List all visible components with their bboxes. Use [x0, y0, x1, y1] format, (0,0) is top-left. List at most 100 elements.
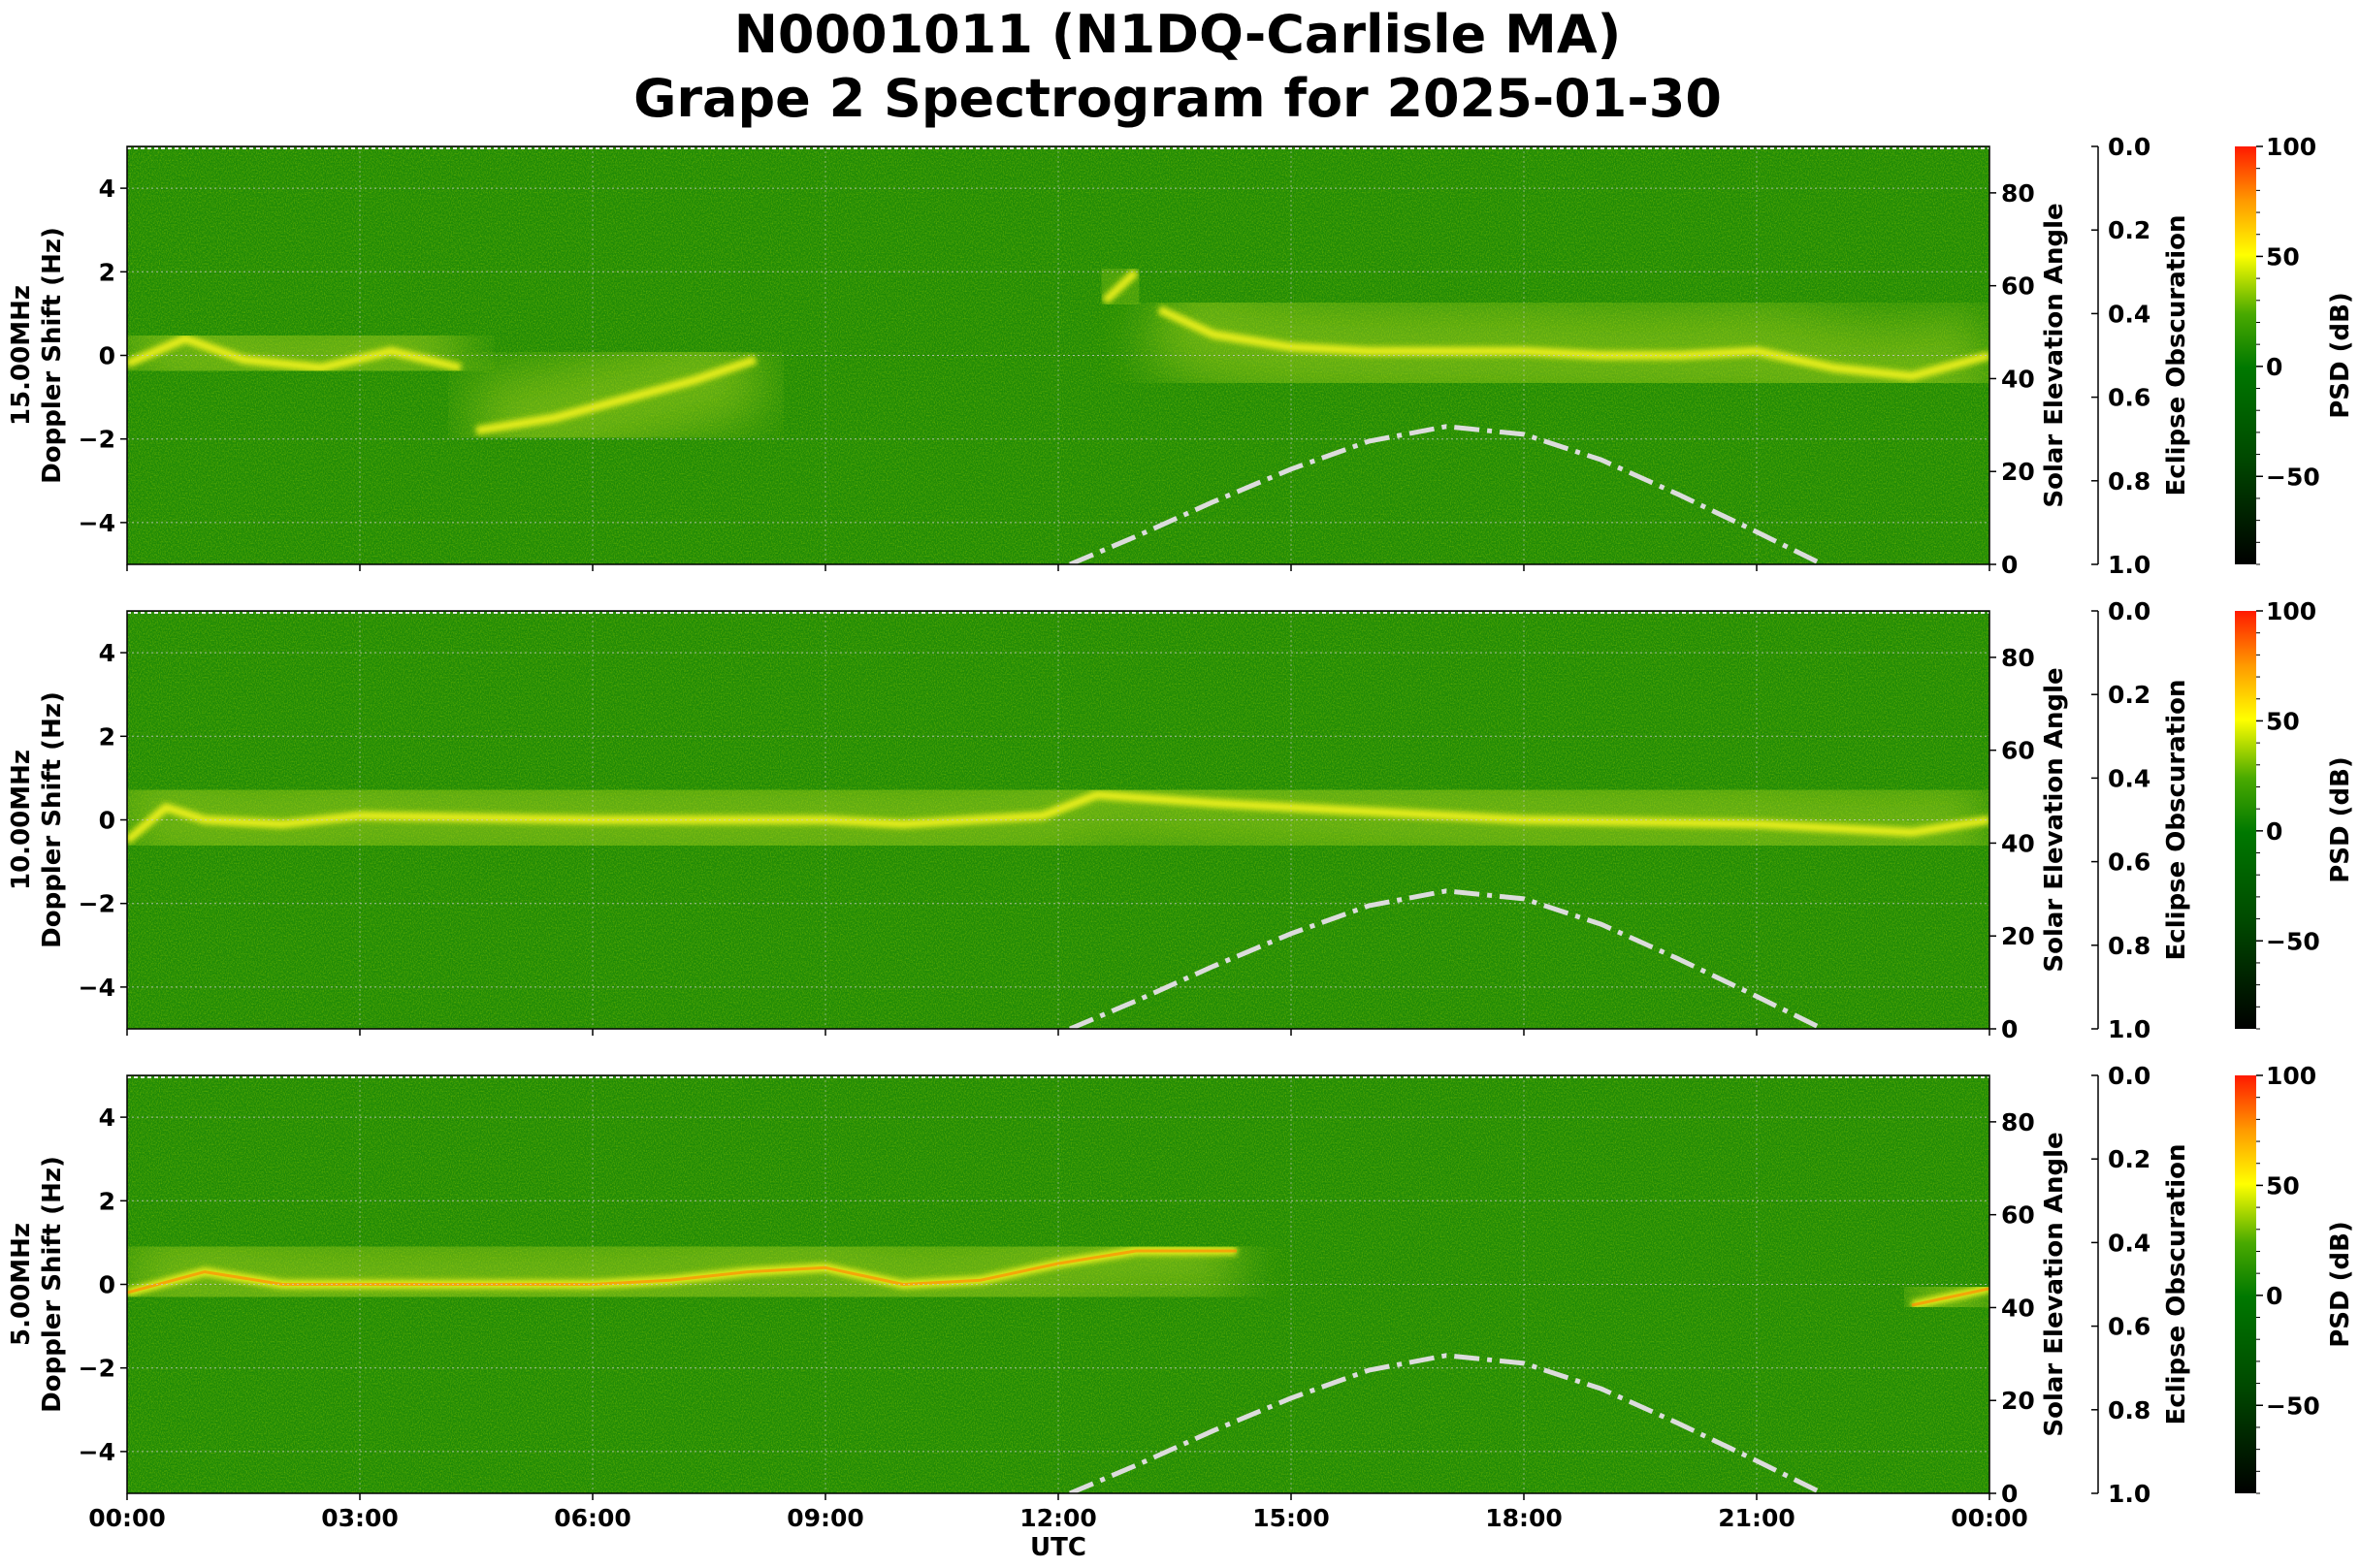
colorbar-tick-label: 50 [2266, 242, 2300, 271]
doppler-trace-peak [1911, 1287, 1989, 1307]
colorbar-tick-label: 0 [2266, 1282, 2282, 1310]
panel-15.00MHz: 420−2−415.00MHz Doppler Shift (Hz)0204060… [7, 133, 2355, 579]
elevation-tick-label: 80 [2001, 644, 2035, 672]
elevation-tick-label: 20 [2001, 458, 2035, 486]
eclipse-tick-label: 0.4 [2108, 1229, 2150, 1257]
y-tick-label: −4 [79, 509, 115, 537]
colorbar-tick-label: −50 [2266, 1392, 2320, 1420]
colorbar [2235, 1075, 2256, 1493]
colorbar-tick-label: −50 [2266, 463, 2320, 491]
elevation-tick-label: 0 [2001, 551, 2018, 579]
eclipse-tick-label: 0.0 [2108, 133, 2150, 161]
y-tick-label: −2 [79, 890, 115, 918]
panel-5.00MHz: 420−2−45.00MHz Doppler Shift (Hz)02040608… [7, 1062, 2355, 1532]
doppler-trace-peak [127, 1249, 1237, 1295]
doppler-trace [1101, 269, 1140, 304]
eclipse-tick-label: 0.6 [2108, 384, 2150, 412]
spectrogram-image [127, 146, 1989, 564]
elevation-tick-label: 80 [2001, 179, 2035, 208]
colorbar [2235, 146, 2256, 564]
colorbar-tick-label: 100 [2266, 597, 2316, 625]
eclipse-tick-label: 0.2 [2108, 216, 2150, 244]
eclipse-tick-label: 0.8 [2108, 932, 2150, 960]
panel-frequency-label: 10.00MHz [7, 750, 36, 890]
colorbar-tick-label: 100 [2266, 1062, 2316, 1090]
y-tick-label: −2 [79, 426, 115, 454]
colorbar-label: PSD (dB) [2326, 292, 2355, 419]
elevation-axis-label: Solar Elevation Angle [2040, 203, 2069, 507]
elevation-axis-label: Solar Elevation Angle [2040, 1132, 2069, 1436]
colorbar-tick-label: 50 [2266, 1171, 2300, 1200]
eclipse-axis-label: Eclipse Obscuration [2162, 1144, 2191, 1425]
x-tick-label: 06:00 [554, 1504, 631, 1532]
y-tick-label: 2 [99, 258, 115, 286]
y-tick-label: 2 [99, 1187, 115, 1215]
x-axis-label: UTC [1030, 1533, 1086, 1562]
y-axis-label: Doppler Shift (Hz) [38, 1156, 67, 1413]
x-tick-label: 00:00 [1951, 1504, 2028, 1532]
doppler-trace [127, 334, 463, 372]
solar-elevation-curve [1069, 1353, 1825, 1493]
x-tick-label: 12:00 [1019, 1504, 1097, 1532]
colorbar-tick-label: 100 [2266, 133, 2316, 161]
doppler-trace [475, 355, 758, 435]
eclipse-tick-label: 0.2 [2108, 681, 2150, 709]
chart-title-line1: N0001011 (N1DQ-Carlisle MA) [734, 4, 1622, 65]
elevation-tick-label: 20 [2001, 922, 2035, 950]
x-tick-label: 18:00 [1485, 1504, 1563, 1532]
elevation-tick-label: 60 [2001, 737, 2035, 765]
y-tick-label: −4 [79, 974, 115, 1002]
eclipse-tick-label: 0.0 [2108, 1062, 2150, 1090]
elevation-tick-label: 40 [2001, 1294, 2035, 1322]
colorbar-tick-label: −50 [2266, 927, 2320, 955]
y-tick-label: 0 [99, 1271, 115, 1299]
doppler-trace [1157, 305, 1989, 381]
colorbar [2235, 611, 2256, 1029]
elevation-tick-label: 80 [2001, 1108, 2035, 1136]
eclipse-axis-label: Eclipse Obscuration [2162, 680, 2191, 961]
eclipse-tick-label: 1.0 [2108, 1015, 2150, 1043]
elevation-tick-label: 60 [2001, 1201, 2035, 1230]
eclipse-tick-label: 0.2 [2108, 1145, 2150, 1173]
x-tick-label: 21:00 [1718, 1504, 1795, 1532]
colorbar-label: PSD (dB) [2326, 756, 2355, 883]
chart-title-line2: Grape 2 Spectrogram for 2025-01-30 [633, 68, 1722, 129]
colorbar-tick-label: 0 [2266, 353, 2282, 381]
eclipse-tick-label: 0.8 [2108, 467, 2150, 496]
y-axis-label: Doppler Shift (Hz) [38, 691, 67, 948]
y-tick-label: 0 [99, 807, 115, 835]
y-tick-label: 4 [99, 1104, 115, 1132]
eclipse-tick-label: 0.4 [2108, 300, 2150, 328]
eclipse-tick-label: 1.0 [2108, 551, 2150, 579]
elevation-tick-label: 20 [2001, 1387, 2035, 1415]
panel-frequency-label: 5.00MHz [7, 1223, 36, 1346]
solar-elevation-curve [1069, 888, 1825, 1029]
eclipse-tick-label: 1.0 [2108, 1480, 2150, 1508]
y-tick-label: 2 [99, 722, 115, 751]
solar-elevation-curve [1069, 424, 1825, 564]
eclipse-tick-label: 0.0 [2108, 597, 2150, 625]
elevation-tick-label: 40 [2001, 829, 2035, 857]
eclipse-tick-label: 0.6 [2108, 1313, 2150, 1341]
spectrogram-image [127, 1075, 1989, 1493]
colorbar-label: PSD (dB) [2326, 1221, 2355, 1348]
elevation-tick-label: 0 [2001, 1015, 2018, 1043]
elevation-tick-label: 60 [2001, 272, 2035, 301]
elevation-tick-label: 40 [2001, 365, 2035, 393]
x-tick-label: 03:00 [321, 1504, 399, 1532]
eclipse-tick-label: 0.4 [2108, 764, 2150, 792]
colorbar-tick-label: 50 [2266, 707, 2300, 735]
spectrogram-image [127, 611, 1989, 1029]
y-tick-label: −2 [79, 1355, 115, 1383]
y-tick-label: −4 [79, 1438, 115, 1466]
x-tick-label: 09:00 [787, 1504, 864, 1532]
y-tick-label: 4 [99, 175, 115, 203]
panel-frequency-label: 15.00MHz [7, 285, 36, 426]
elevation-axis-label: Solar Elevation Angle [2040, 667, 2069, 972]
y-tick-label: 0 [99, 342, 115, 370]
y-axis-label: Doppler Shift (Hz) [38, 227, 67, 484]
eclipse-tick-label: 0.6 [2108, 848, 2150, 877]
eclipse-tick-label: 0.8 [2108, 1396, 2150, 1424]
colorbar-tick-label: 0 [2266, 817, 2282, 846]
